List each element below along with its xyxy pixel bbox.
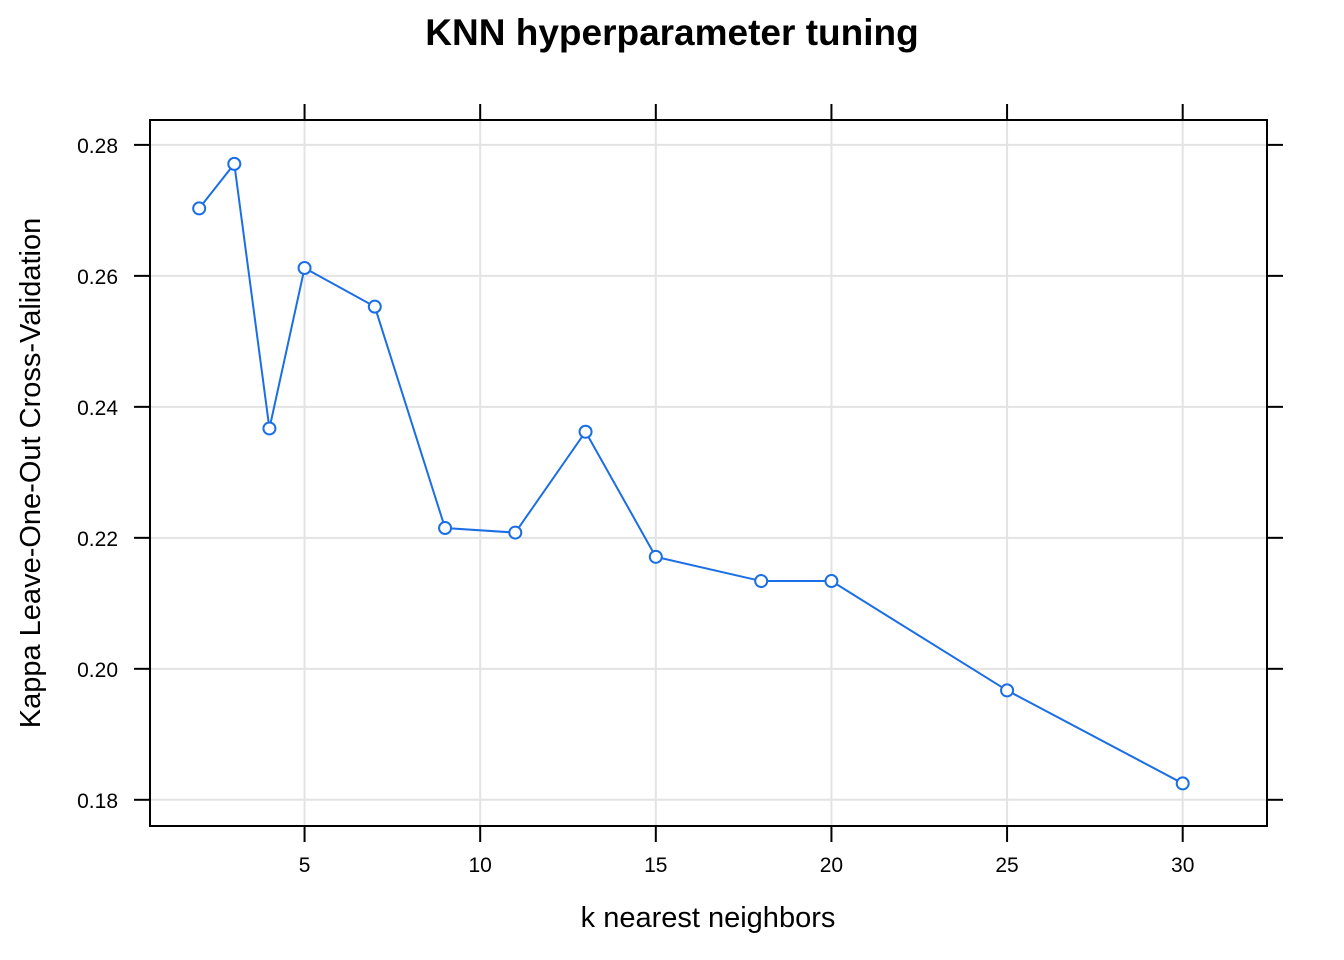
x-tick-label: 20 (820, 854, 843, 877)
y-tick-label: 0.20 (77, 659, 118, 682)
y-tick-label: 0.28 (77, 135, 118, 158)
data-point (1000, 683, 1015, 698)
x-tick-label: 25 (995, 854, 1018, 877)
x-tick-label: 5 (299, 854, 311, 877)
chart-title: KNN hyperparameter tuning (425, 12, 918, 53)
data-point (1175, 776, 1190, 791)
x-axis-label: k nearest neighbors (581, 902, 836, 934)
y-tick-label: 0.18 (77, 790, 118, 813)
data-point (754, 574, 769, 589)
y-tick-label: 0.24 (77, 397, 118, 420)
data-point (824, 574, 839, 589)
axis-ticks (134, 104, 1283, 842)
axis-tick-labels: 5 10 15 20 25 30 0.18 0.20 0.22 0.24 0.26 0.28 (77, 135, 1194, 877)
data-point (648, 549, 663, 564)
series-line (198, 161, 1184, 785)
data-point (262, 421, 277, 436)
data-series (192, 156, 1190, 791)
x-tick-label: 30 (1171, 854, 1194, 877)
data-point (367, 299, 382, 314)
x-tick-label: 10 (469, 854, 492, 877)
y-tick-label: 0.26 (77, 266, 118, 289)
data-point (508, 525, 523, 540)
data-point (438, 521, 453, 536)
y-tick-label: 0.22 (77, 528, 118, 551)
data-point (192, 201, 207, 216)
y-axis-label: Kappa Leave-One-Out Cross-Validation (15, 218, 47, 728)
plot-frame (149, 119, 1268, 827)
data-point (227, 156, 242, 171)
x-tick-label: 15 (644, 854, 667, 877)
data-point (297, 261, 312, 276)
data-point (578, 424, 593, 439)
gridlines (150, 120, 1267, 826)
